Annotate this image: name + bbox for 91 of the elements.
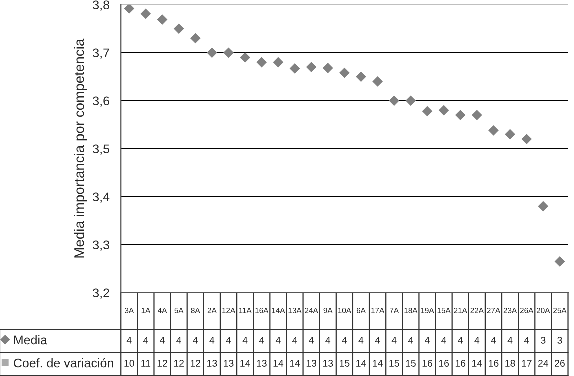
point — [488, 125, 499, 136]
text: 24 — [538, 360, 549, 367]
text: 12 — [190, 360, 201, 367]
data-label: 4 — [143, 337, 148, 344]
point — [522, 134, 532, 144]
data-label: 4 — [326, 337, 331, 344]
data-label: 4 — [425, 337, 430, 344]
text: 15 — [390, 360, 400, 367]
y-tick-label: 3,7 — [93, 48, 110, 60]
data-label: 4 — [292, 337, 298, 344]
text: 15 — [340, 360, 350, 367]
point — [438, 105, 450, 116]
data-label: 4 — [392, 337, 397, 344]
legend-label: Media — [14, 335, 48, 345]
text: 14 — [356, 360, 366, 367]
data-label: 4 — [210, 337, 215, 344]
point — [339, 68, 350, 78]
data-label: 4 — [408, 337, 414, 344]
data-label: 4 — [458, 337, 464, 344]
data-label: 4 — [226, 337, 232, 344]
text: 14 — [274, 360, 284, 367]
point — [406, 96, 416, 106]
point — [505, 129, 516, 140]
data-label: 4 — [242, 337, 248, 344]
text: 16 — [456, 360, 466, 367]
y-axis-title: Media importancia por competencia — [74, 38, 88, 258]
point — [372, 76, 384, 87]
data-label: 3 — [558, 337, 562, 344]
text: 16 — [489, 360, 499, 367]
text: 16 — [422, 360, 432, 367]
text: 12 — [174, 360, 184, 367]
point — [174, 24, 184, 34]
data-label: 4 — [442, 337, 446, 344]
text: 11 — [142, 360, 151, 367]
point — [240, 52, 251, 63]
point — [124, 4, 135, 14]
point — [273, 57, 284, 68]
text: 16 — [439, 360, 450, 367]
text: 10 — [124, 360, 134, 367]
text: 26 — [555, 360, 565, 367]
text: 14 — [290, 360, 300, 367]
text: 14 — [240, 360, 250, 367]
data-label: 4 — [375, 337, 380, 344]
point — [207, 48, 218, 58]
point — [306, 62, 317, 72]
data-label: 4 — [259, 337, 264, 344]
data-label: 4 — [309, 337, 314, 344]
point — [356, 72, 366, 82]
data-label: 4 — [276, 337, 281, 344]
point — [538, 201, 549, 212]
legend-label: Coef. de variación — [14, 358, 114, 368]
point — [224, 48, 234, 58]
data-label: 4 — [474, 337, 480, 344]
data-label: 4 — [508, 337, 513, 344]
text: 14 — [373, 360, 383, 367]
data-label: 4 — [176, 337, 182, 344]
point — [472, 110, 482, 120]
point — [190, 33, 201, 44]
point — [290, 64, 300, 74]
data-label: 4 — [524, 337, 530, 344]
data-label: 4 — [126, 337, 132, 344]
text: 15 — [406, 360, 416, 367]
point — [322, 63, 334, 74]
text: 14 — [472, 360, 482, 367]
point — [422, 106, 433, 117]
text: 17 — [522, 360, 532, 367]
point — [389, 96, 400, 106]
data-label: 4 — [358, 337, 364, 344]
text: 13 — [257, 360, 267, 367]
y-tick-label: 3,2 — [93, 288, 110, 300]
text: 13 — [323, 360, 334, 367]
data-label: 4 — [160, 337, 165, 344]
data-label: 4 — [193, 337, 198, 344]
data-label: 4 — [342, 337, 348, 344]
text: 18 — [506, 360, 516, 367]
point — [157, 14, 168, 25]
point — [455, 110, 466, 120]
point — [140, 8, 152, 20]
y-tick-label: 3,4 — [93, 192, 110, 204]
text: 13 — [208, 360, 218, 367]
point — [256, 57, 268, 68]
y-tick-label: 3,5 — [93, 144, 110, 156]
point — [554, 256, 566, 267]
data-label: 4 — [491, 337, 496, 344]
y-tick-label: 3,6 — [93, 96, 110, 108]
y-tick-label: 3,3 — [93, 240, 110, 252]
text: 12 — [158, 360, 168, 367]
text: 13 — [306, 360, 317, 367]
y-tick-label: 3,8 — [93, 0, 110, 12]
text: 13 — [224, 360, 234, 367]
data-label: 3 — [541, 337, 546, 344]
